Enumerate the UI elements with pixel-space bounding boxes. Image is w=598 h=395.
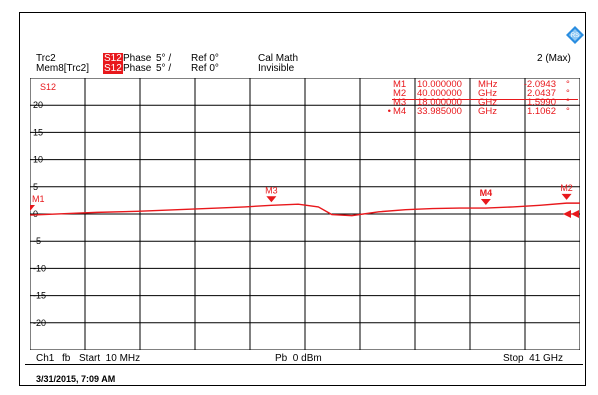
memory-ref[interactable]: Ref 0° [191, 63, 219, 74]
marker-table-unit: GHz [478, 106, 497, 117]
y-tick-label: 10 [33, 155, 43, 165]
marker-table-row[interactable] [392, 99, 578, 109]
trace-param-badge[interactable]: S12 [103, 53, 123, 64]
y-tick-label: -15 [33, 291, 46, 301]
y-tick-label: 15 [33, 127, 43, 137]
marker-triangle[interactable] [266, 196, 277, 203]
stop-frequency[interactable]: Stop 41 GHz [503, 353, 564, 364]
marker-table-freq: 33.985000 [417, 106, 462, 117]
svg-text:RS: RS [571, 33, 579, 39]
memory-format[interactable]: Phase [123, 63, 152, 74]
marker-triangle[interactable] [561, 193, 572, 200]
marker-table-name: M1 [393, 79, 407, 90]
y-tick-label: -5 [33, 236, 41, 246]
marker-table-name: M3 [393, 97, 407, 108]
marker-table-value: -2.0943 [523, 79, 556, 90]
power-level[interactable]: Pb 0 dBm [275, 353, 322, 364]
marker-table-vunit: ° [566, 79, 570, 90]
marker-table-unit: GHz [478, 97, 497, 108]
marker-triangle[interactable] [30, 205, 35, 211]
start-frequency[interactable]: Start 10 MHz [79, 353, 141, 364]
memory-param-badge[interactable]: S12 [103, 63, 123, 74]
brand-logo-icon: RS [566, 26, 584, 44]
reference-arrow-icon[interactable] [571, 210, 579, 218]
y-tick-labels: 20 15 10 5 0 -5 -10 -15 -20 [33, 100, 46, 328]
memory-scale[interactable]: 5° / [156, 63, 172, 74]
memory-trace-name[interactable]: Mem8[Trc2] [36, 63, 89, 74]
timestamp: 3/31/2015, 7:09 AM [36, 374, 116, 384]
marker-m3[interactable]: M3 [265, 185, 278, 203]
marker-label: M4 [480, 188, 493, 198]
y-tick-label: -20 [33, 318, 46, 328]
footer-divider [25, 364, 583, 365]
marker-table-name: M4 [393, 106, 407, 117]
window-label: 2 (Max) [537, 53, 571, 64]
marker-table-freq: 40.000000 [417, 88, 462, 99]
marker-table-freq: 18.000000 [417, 97, 462, 108]
marker-table-unit: GHz [478, 88, 497, 99]
plot-markers: M1 M2 M3 M4 [30, 183, 579, 218]
y-tick-label: 0 [33, 209, 38, 219]
plot-grid [30, 78, 580, 350]
marker-triangle[interactable] [480, 198, 491, 205]
reference-arrow-icon[interactable] [563, 210, 571, 218]
trace-ref[interactable]: Ref 0° [191, 53, 219, 64]
y-tick-label: -10 [33, 263, 46, 273]
channel-label[interactable]: Ch1 [36, 353, 55, 364]
marker-table-prefix: • [387, 106, 391, 117]
plot-trace-tag[interactable]: S12 [40, 82, 56, 92]
marker-table-vunit: ° [566, 97, 570, 108]
marker-label: M2 [560, 183, 573, 193]
analyzer-screen [19, 12, 586, 386]
marker-table-name: M2 [393, 88, 407, 99]
marker-table-vunit: ° [566, 88, 570, 99]
trace-name[interactable]: Trc2 [36, 53, 56, 64]
marker-label: M1 [32, 194, 45, 204]
sweep-mode[interactable]: fb [62, 353, 71, 364]
marker-table-value: 2.0437 [526, 88, 556, 99]
marker-label: M3 [265, 185, 278, 195]
marker-m1[interactable]: M1 [30, 194, 45, 211]
marker-table-vunit: ° [566, 106, 570, 117]
trace-format[interactable]: Phase [123, 53, 152, 64]
marker-m2[interactable]: M2 [560, 183, 573, 200]
marker-table-unit: MHz [478, 79, 498, 90]
marker-table-freq: 10.000000 [417, 79, 462, 90]
trace-math: Cal Math [258, 53, 299, 64]
trace-line [30, 202, 580, 217]
marker-table-value: 1.5990 [526, 97, 556, 108]
y-tick-label: 20 [33, 100, 43, 110]
y-tick-label: 5 [33, 182, 38, 192]
memory-visibility: Invisible [258, 63, 295, 74]
marker-table-value: 1.1062 [526, 106, 556, 117]
marker-m4[interactable]: M4 [480, 188, 493, 205]
trace-scale[interactable]: 5° / [156, 53, 172, 64]
